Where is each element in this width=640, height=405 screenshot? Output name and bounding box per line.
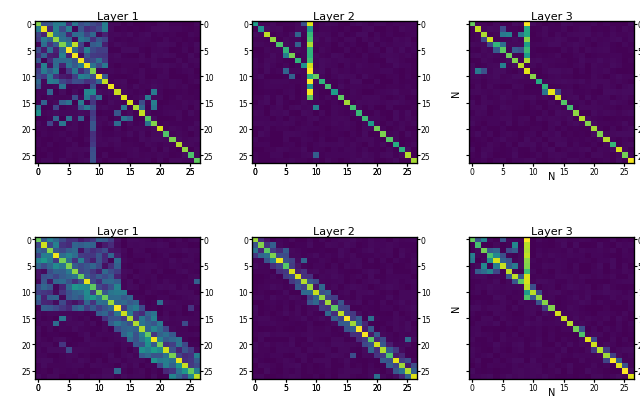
Title: Layer 3: Layer 3 [531, 11, 572, 21]
Title: Layer 1: Layer 1 [97, 226, 138, 237]
Title: Layer 3: Layer 3 [531, 226, 572, 237]
Title: Layer 2: Layer 2 [314, 11, 355, 21]
Title: Layer 1: Layer 1 [97, 11, 138, 21]
X-axis label: N: N [548, 387, 555, 397]
Title: Layer 2: Layer 2 [314, 226, 355, 237]
Y-axis label: N: N [451, 304, 461, 311]
Y-axis label: N: N [451, 90, 461, 97]
X-axis label: N: N [548, 172, 555, 182]
